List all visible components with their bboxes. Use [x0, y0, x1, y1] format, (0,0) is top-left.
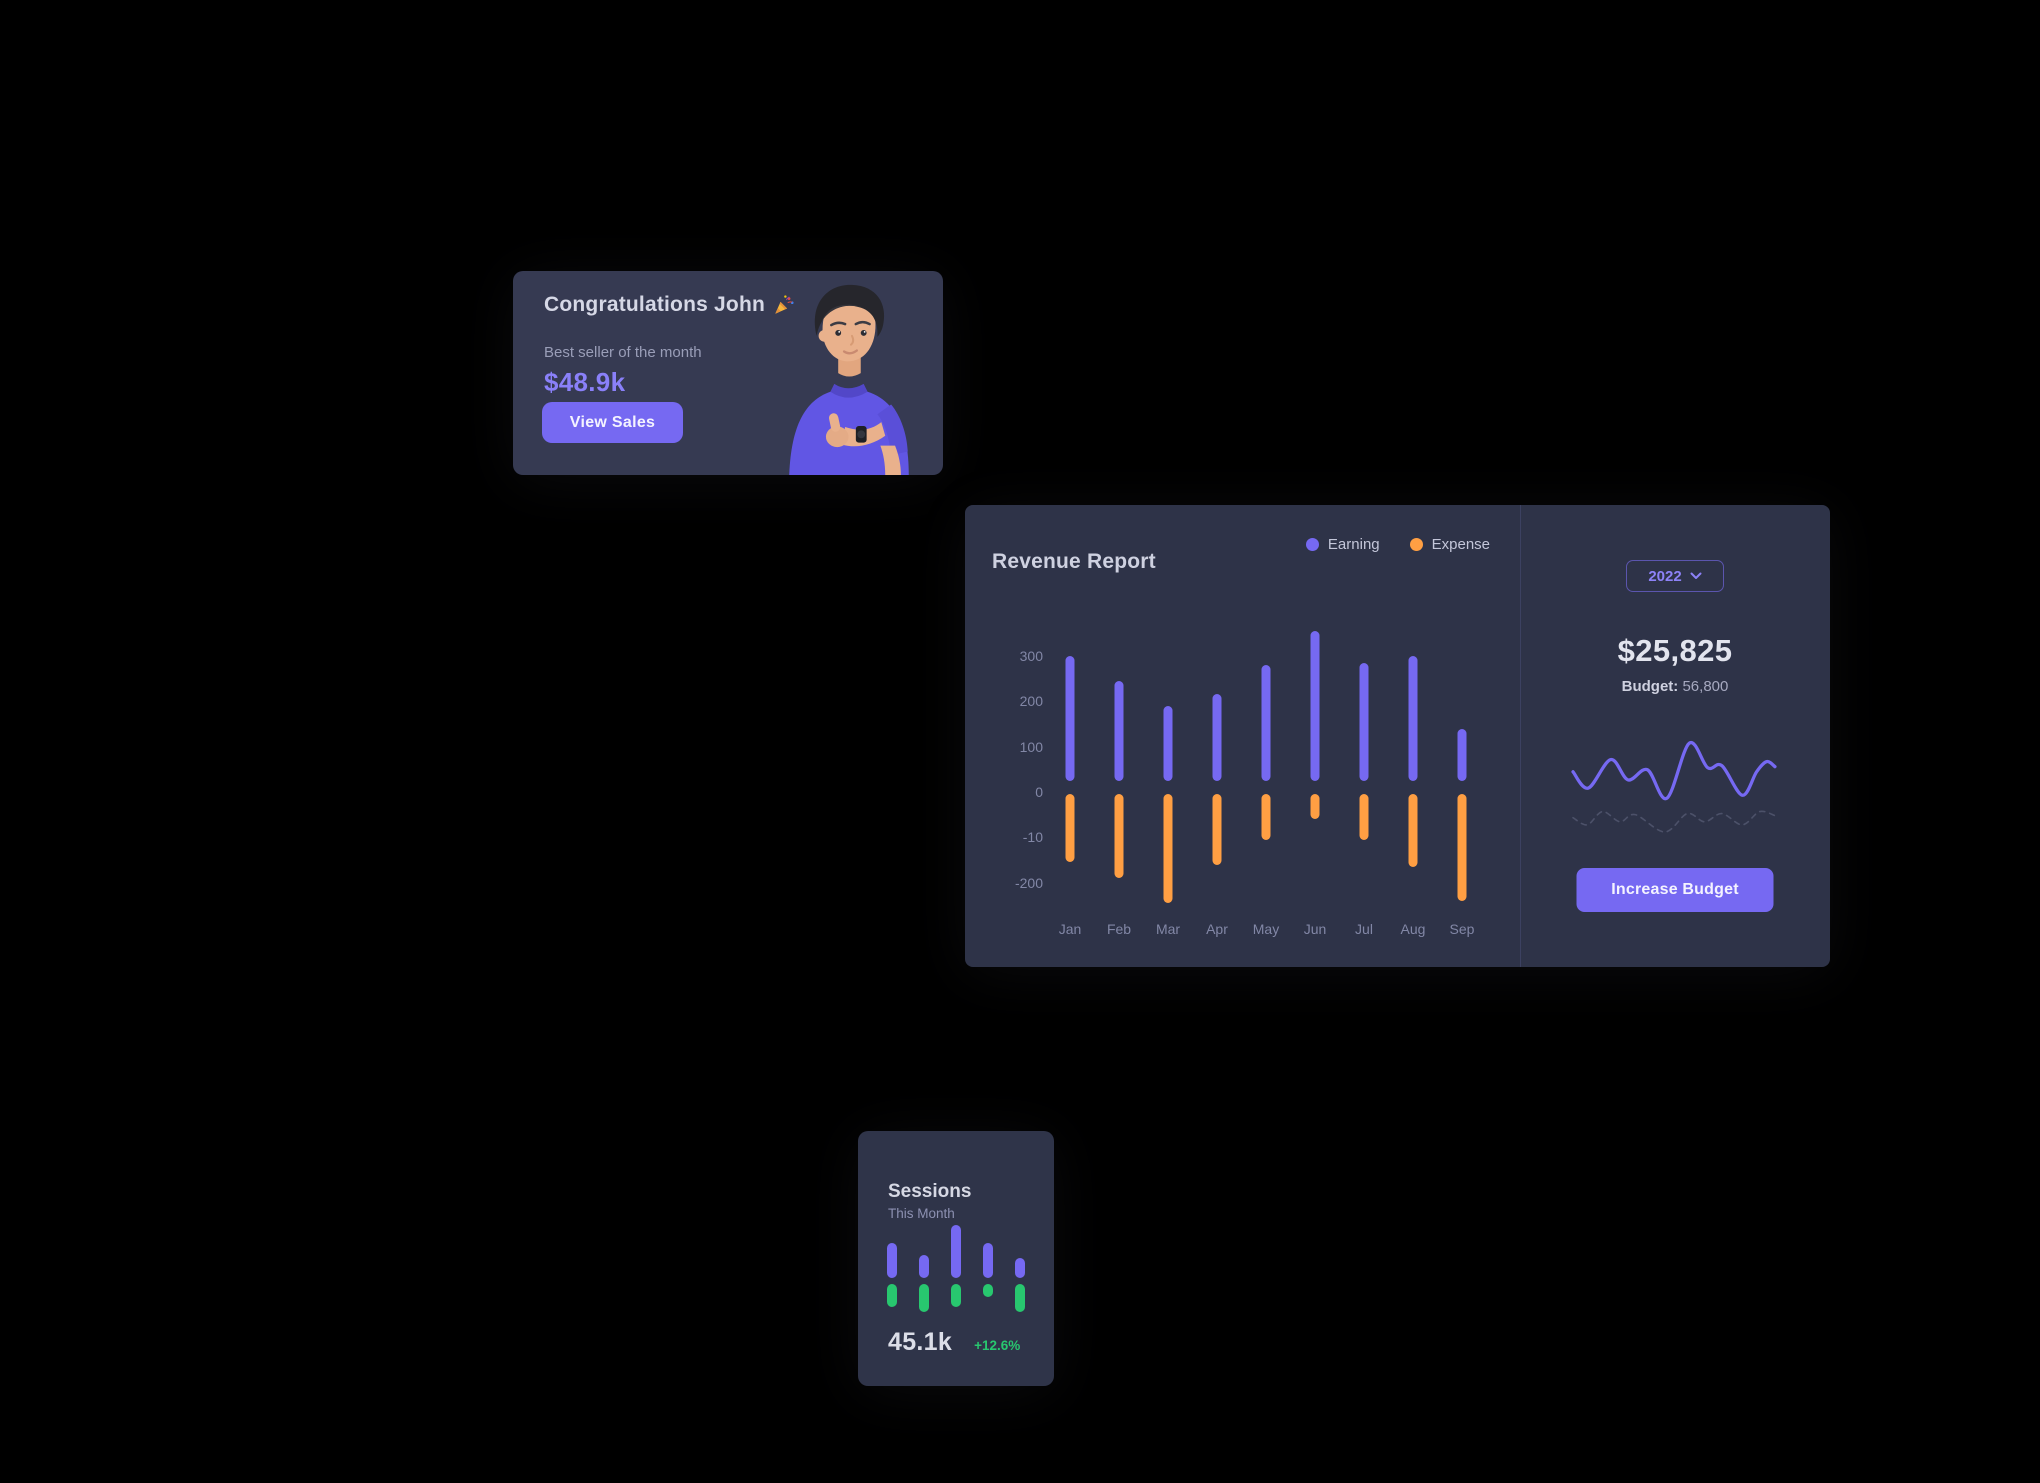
congrats-subtitle: Best seller of the month — [544, 344, 702, 361]
sessions-card: Sessions This Month 45.1k +12.6% — [858, 1131, 1054, 1386]
year-dropdown-value: 2022 — [1648, 567, 1682, 585]
legend-item-earning[interactable]: Earning — [1305, 536, 1380, 553]
month-label: Jan — [1058, 921, 1082, 937]
budget-label: Budget: — [1621, 678, 1679, 695]
congrats-card: Congratulations John Best seller of the … — [513, 271, 943, 475]
congrats-title-text: Congratulations John — [544, 293, 765, 316]
legend-expense-label: Expense — [1431, 536, 1490, 553]
earning-bar — [1114, 680, 1124, 781]
sessions-footer: 45.1k +12.6% — [888, 1328, 1020, 1357]
session-bar-lower — [887, 1284, 897, 1307]
session-bar-lower — [951, 1284, 961, 1307]
divider — [1520, 505, 1521, 967]
earning-bar — [1212, 694, 1222, 781]
session-bar-lower — [1015, 1284, 1025, 1312]
sessions-title: Sessions — [888, 1181, 972, 1202]
congrats-title: Congratulations John — [544, 293, 795, 317]
budget-line: Budget: 56,800 — [1520, 678, 1830, 695]
expense-bar — [1163, 794, 1173, 904]
session-bar-lower — [983, 1284, 993, 1297]
session-bar-upper — [983, 1243, 993, 1278]
expense-dot-icon — [1409, 538, 1423, 551]
revenue-bar-chart: 300 200 100 0 -10 -200 Jan Feb Mar Apr May Jun Jul Au… — [965, 505, 1520, 967]
earning-dot-icon — [1305, 538, 1319, 551]
month-label: Sep — [1449, 921, 1475, 937]
budget-reference-line — [1572, 810, 1776, 833]
revenue-report-card: Revenue Report Earning Expense 300 200 100… — [965, 505, 1830, 967]
earning-bar — [1065, 655, 1075, 781]
y-axis-tick: 0 — [1035, 784, 1043, 800]
budget-sparkline — [1571, 741, 1777, 833]
expense-bar — [1457, 794, 1467, 901]
year-dropdown[interactable]: 2022 — [1626, 560, 1724, 592]
earning-bar — [1310, 631, 1320, 781]
month-label: Jun — [1303, 921, 1327, 937]
total-amount: $25,825 — [1617, 633, 1733, 668]
legend-earning-label: Earning — [1327, 536, 1380, 553]
session-bar-upper — [951, 1225, 961, 1278]
expense-bar — [1212, 794, 1222, 865]
earning-bar — [1261, 665, 1271, 781]
party-popper-icon — [775, 295, 794, 314]
sessions-delta: +12.6% — [974, 1338, 1021, 1353]
congrats-amount: $48.9k — [544, 367, 626, 397]
month-label: Feb — [1106, 921, 1132, 937]
chart-legend: Earning Expense — [1305, 536, 1490, 553]
earning-bar — [1457, 728, 1467, 781]
month-label: Mar — [1155, 921, 1181, 937]
expense-bar — [1310, 794, 1320, 820]
y-axis-tick: -200 — [1014, 874, 1043, 891]
session-bar-upper — [1015, 1258, 1025, 1278]
month-label: Jul — [1355, 921, 1373, 937]
sessions-subtitle: This Month — [888, 1205, 955, 1221]
y-axis-tick: -10 — [1022, 829, 1043, 846]
expense-bar — [1114, 794, 1124, 879]
revenue-title: Revenue Report — [992, 550, 1156, 574]
earning-bar — [1408, 655, 1418, 781]
expense-bar — [1261, 794, 1271, 840]
y-axis-tick: 100 — [1019, 738, 1043, 755]
actual-line — [1571, 741, 1777, 801]
earning-bar — [1359, 662, 1369, 781]
expense-bar — [1065, 794, 1075, 863]
y-axis-tick: 200 — [1019, 693, 1043, 710]
month-label: May — [1252, 921, 1280, 937]
month-label: Aug — [1400, 921, 1426, 937]
session-bar-upper — [919, 1255, 929, 1278]
y-axis-tick: 300 — [1019, 647, 1043, 664]
expense-bar — [1408, 794, 1418, 867]
view-sales-button[interactable]: View Sales — [542, 402, 683, 443]
sessions-value: 45.1k — [888, 1328, 953, 1356]
increase-budget-button[interactable]: Increase Budget — [1576, 868, 1774, 912]
session-bar-upper — [887, 1243, 897, 1278]
sessions-mini-chart — [858, 1131, 1054, 1386]
expense-bar — [1359, 794, 1369, 840]
revenue-side-panel: 2022 $25,825 Budget: 56,800 Increase Bud… — [1520, 505, 1830, 967]
chevron-down-icon — [1690, 572, 1702, 579]
character-illustration — [789, 284, 909, 475]
earning-bar — [1163, 705, 1173, 781]
budget-value: 56,800 — [1682, 678, 1729, 695]
legend-item-expense[interactable]: Expense — [1409, 536, 1490, 553]
session-bar-lower — [919, 1284, 929, 1312]
month-label: Apr — [1206, 921, 1228, 937]
